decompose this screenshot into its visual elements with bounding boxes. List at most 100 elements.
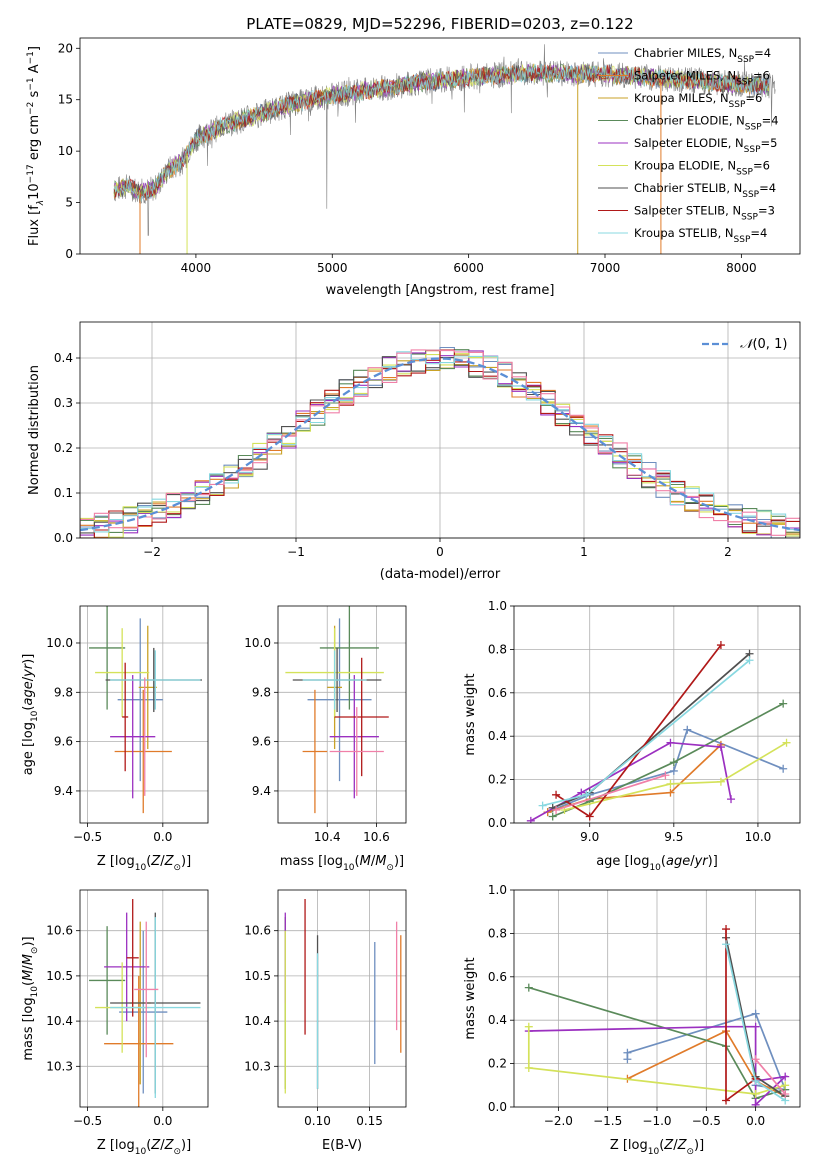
tick-label-x: 5000 xyxy=(317,261,348,275)
tick-label-x: −0.5 xyxy=(692,1114,721,1128)
plot-area xyxy=(284,899,402,1094)
legend-label: Salpeter STELIB, NSSP=3 xyxy=(634,204,775,223)
series-marker xyxy=(669,758,678,767)
series-marker xyxy=(716,743,725,752)
grid xyxy=(80,890,208,1107)
y-axis-label: age [log10(age/yr)] xyxy=(21,654,40,776)
x-axis-label: mass [log10(M/M⊙)] xyxy=(280,854,404,873)
data-point xyxy=(110,675,156,799)
series-line xyxy=(548,699,788,821)
data-point xyxy=(122,662,129,772)
axes-age-mass: 10.4 10.6 9.4 9.6 9.8 10.0 mass [log10(M/M⊙)] xyxy=(244,605,407,873)
grid xyxy=(80,606,208,823)
tick-label-y: 9.6 xyxy=(54,735,73,749)
data-point xyxy=(329,675,379,799)
tick-label-y: 0 xyxy=(65,247,73,261)
series-marker xyxy=(582,790,591,799)
series-marker xyxy=(751,1089,760,1098)
data-point xyxy=(89,926,126,1035)
series-marker xyxy=(524,1022,533,1031)
tick-label-y: 10.4 xyxy=(244,1014,271,1028)
series-marker xyxy=(552,790,561,799)
tick-label-y: 0.3 xyxy=(54,396,73,410)
tick-label-y: 0.1 xyxy=(54,486,73,500)
tick-label-x: −0.5 xyxy=(73,1114,102,1128)
tick-label-x: 10.4 xyxy=(314,830,341,844)
tick-label-y: 9.8 xyxy=(252,685,271,699)
tick-label-y: 10.3 xyxy=(46,1059,73,1073)
series-line xyxy=(751,1055,790,1098)
legend-label: Chabrier ELODIE, NSSP=4 xyxy=(634,114,779,133)
series-path xyxy=(542,659,751,807)
data-point xyxy=(114,689,172,814)
series-path xyxy=(528,986,786,1100)
legend-label: Chabrier STELIB, NSSP=4 xyxy=(634,181,776,200)
series-marker xyxy=(661,771,670,780)
tick-label-y: 15 xyxy=(58,93,73,107)
tick-label-x: 0.0 xyxy=(153,1114,172,1128)
axes-frame xyxy=(277,889,407,1108)
axes-residuals: −2 −1 0 1 2 0.0 0.1 0.2 0.3 0.4 𝒩(0, 1) (data-model… xyxy=(27,321,801,582)
tick-label-x: −2 xyxy=(143,545,161,559)
series-line xyxy=(560,738,791,814)
data-point xyxy=(104,975,174,1107)
legend-label: Salpeter ELODIE, NSSP=5 xyxy=(634,136,777,155)
tick-label-x: 0.0 xyxy=(746,1114,765,1128)
data-point xyxy=(110,917,201,1098)
tick-label-x: 6000 xyxy=(453,261,484,275)
tick-label-x: 8000 xyxy=(726,261,757,275)
data-point xyxy=(110,650,201,710)
data-point xyxy=(104,912,150,1022)
tick-label-x: 9.5 xyxy=(664,830,683,844)
tick-label-y: 10.5 xyxy=(244,969,271,983)
series-line xyxy=(538,656,754,810)
data-point xyxy=(334,657,389,777)
tick-label-y: 0.4 xyxy=(488,729,507,743)
series-marker xyxy=(585,812,594,821)
spectrum-model-line xyxy=(113,63,769,202)
series-marker xyxy=(751,1009,760,1018)
tick-label-x: −1.0 xyxy=(642,1114,671,1128)
series-marker xyxy=(751,1076,760,1085)
tick-label-x: 1 xyxy=(580,545,588,559)
series-marker xyxy=(552,805,561,814)
series-marker xyxy=(751,1100,760,1107)
series-path xyxy=(528,1025,788,1107)
tick-label-y: 0.6 xyxy=(488,686,507,700)
tick-label-x: 0.10 xyxy=(304,1114,331,1128)
tick-label-y: 20 xyxy=(58,41,73,55)
tick-label-x: 2 xyxy=(724,545,732,559)
data-point xyxy=(302,650,367,710)
tick-label-y: 0.4 xyxy=(54,351,73,365)
tick-label-y: 10.0 xyxy=(244,636,271,650)
tick-label-x: 10.0 xyxy=(745,830,772,844)
data-point xyxy=(302,689,328,814)
series-marker xyxy=(722,1096,731,1105)
series-marker xyxy=(727,795,736,804)
tick-label-y: 9.4 xyxy=(54,784,73,798)
tick-label-y: 0.0 xyxy=(488,1100,507,1114)
y-axis-label: Flux [fλ10−17 erg cm−2 s−1 A−1] xyxy=(26,46,46,246)
series-marker xyxy=(683,725,692,734)
series-path xyxy=(555,774,666,811)
tick-label-y: 0.0 xyxy=(488,816,507,830)
gaussian-curve xyxy=(80,357,800,532)
series-marker xyxy=(782,738,791,747)
tick-label-x: 10.6 xyxy=(363,830,390,844)
tick-label-y: 0.4 xyxy=(488,1013,507,1027)
series-marker xyxy=(524,983,533,992)
figure-title: PLATE=0829, MJD=52296, FIBERID=0203, z=0… xyxy=(246,15,633,33)
series-path xyxy=(754,1058,786,1095)
data-point xyxy=(329,707,384,796)
axes-frame xyxy=(79,605,209,824)
series-marker xyxy=(716,777,725,786)
axes-mass-z: −0.5 0.0 10.3 10.4 10.5 10.6 Z [log10(Z/Z⊙)] ma… xyxy=(21,889,209,1157)
plot-area xyxy=(80,346,800,538)
data-point xyxy=(95,628,150,717)
series-marker xyxy=(669,766,678,775)
series-line xyxy=(548,649,754,812)
tick-label-y: 0.2 xyxy=(488,1057,507,1071)
axes-frame xyxy=(79,889,209,1108)
series-marker xyxy=(716,641,725,650)
tick-label-x: −2.0 xyxy=(544,1114,573,1128)
